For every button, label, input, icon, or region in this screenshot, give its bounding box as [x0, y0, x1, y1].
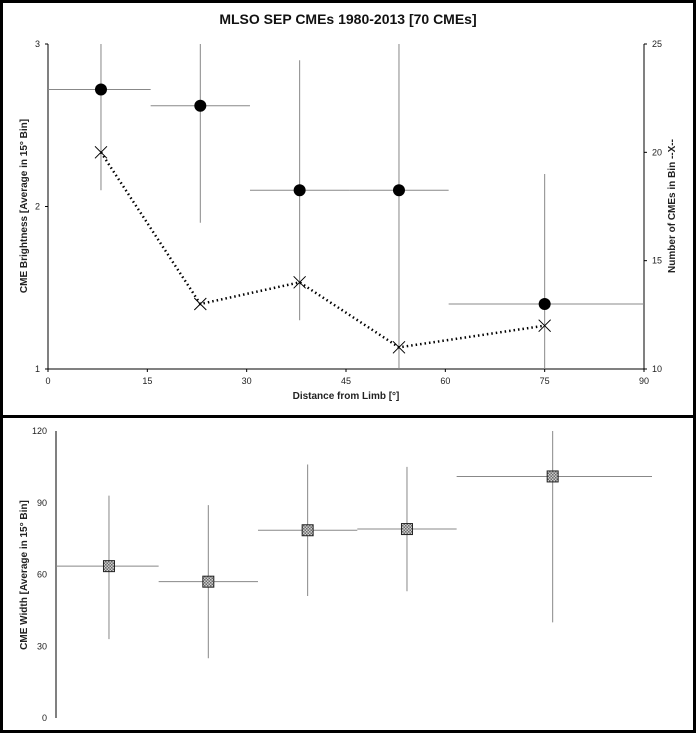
bottom-y-axis-title: CME Width [Average in 15° Bin] [19, 500, 30, 650]
width-point [102, 560, 115, 573]
bottom-y-tick-label: 0 [42, 713, 47, 723]
count-x-marker [94, 145, 108, 159]
count-x-marker [392, 340, 406, 354]
x-tick-label: 0 [45, 376, 50, 386]
y-tick-label: 1 [35, 364, 40, 374]
y-tick-label: 3 [35, 39, 40, 49]
x-tick-label: 15 [142, 376, 152, 386]
count-x-marker [293, 275, 306, 289]
bottom-y-tick-label: 30 [37, 641, 47, 651]
count-x-marker [538, 319, 552, 333]
width-point [202, 575, 215, 588]
bottom-panel-frame [0, 415, 696, 733]
x-tick-label: 75 [540, 376, 550, 386]
y2-tick-label: 20 [652, 147, 662, 157]
bottom-y-tick-label: 90 [37, 498, 47, 508]
top-panel-frame [0, 0, 696, 418]
brightness-point [538, 298, 551, 310]
count-x-marker [193, 297, 207, 311]
bottom-y-tick-label: 60 [37, 570, 47, 580]
count-series-line [99, 151, 545, 349]
brightness-point [293, 184, 306, 197]
bottom-y-tick-label: 120 [32, 426, 47, 436]
y-tick-label: 2 [35, 202, 40, 212]
x-axis-title: Distance from Limb [°] [293, 391, 400, 402]
y2-tick-label: 10 [652, 364, 662, 374]
y2-tick-label: 15 [652, 256, 662, 266]
width-chart: 0 30 60 90 120 [32, 426, 652, 723]
x-tick-label: 60 [440, 376, 450, 386]
width-point [301, 524, 314, 537]
width-point [400, 523, 413, 536]
y2-tick-label: 25 [652, 39, 662, 49]
x-tick-label: 45 [341, 376, 351, 386]
brightness-chart: 0 15 30 45 60 75 90 1 2 3 10 15 20 25 [35, 39, 662, 386]
chart-title: MLSO SEP CMEs 1980-2013 [70 CMEs] [219, 11, 476, 27]
y2-axis-title: Number of CMEs in Bin --X-- [667, 139, 678, 273]
brightness-point [94, 83, 107, 96]
brightness-point [392, 184, 405, 197]
x-tick-label: 90 [639, 376, 649, 386]
width-point [546, 470, 559, 483]
y-axis-title: CME Brightness [Average in 15° Bin] [19, 119, 30, 293]
x-tick-label: 30 [242, 376, 252, 386]
brightness-point [194, 99, 207, 112]
